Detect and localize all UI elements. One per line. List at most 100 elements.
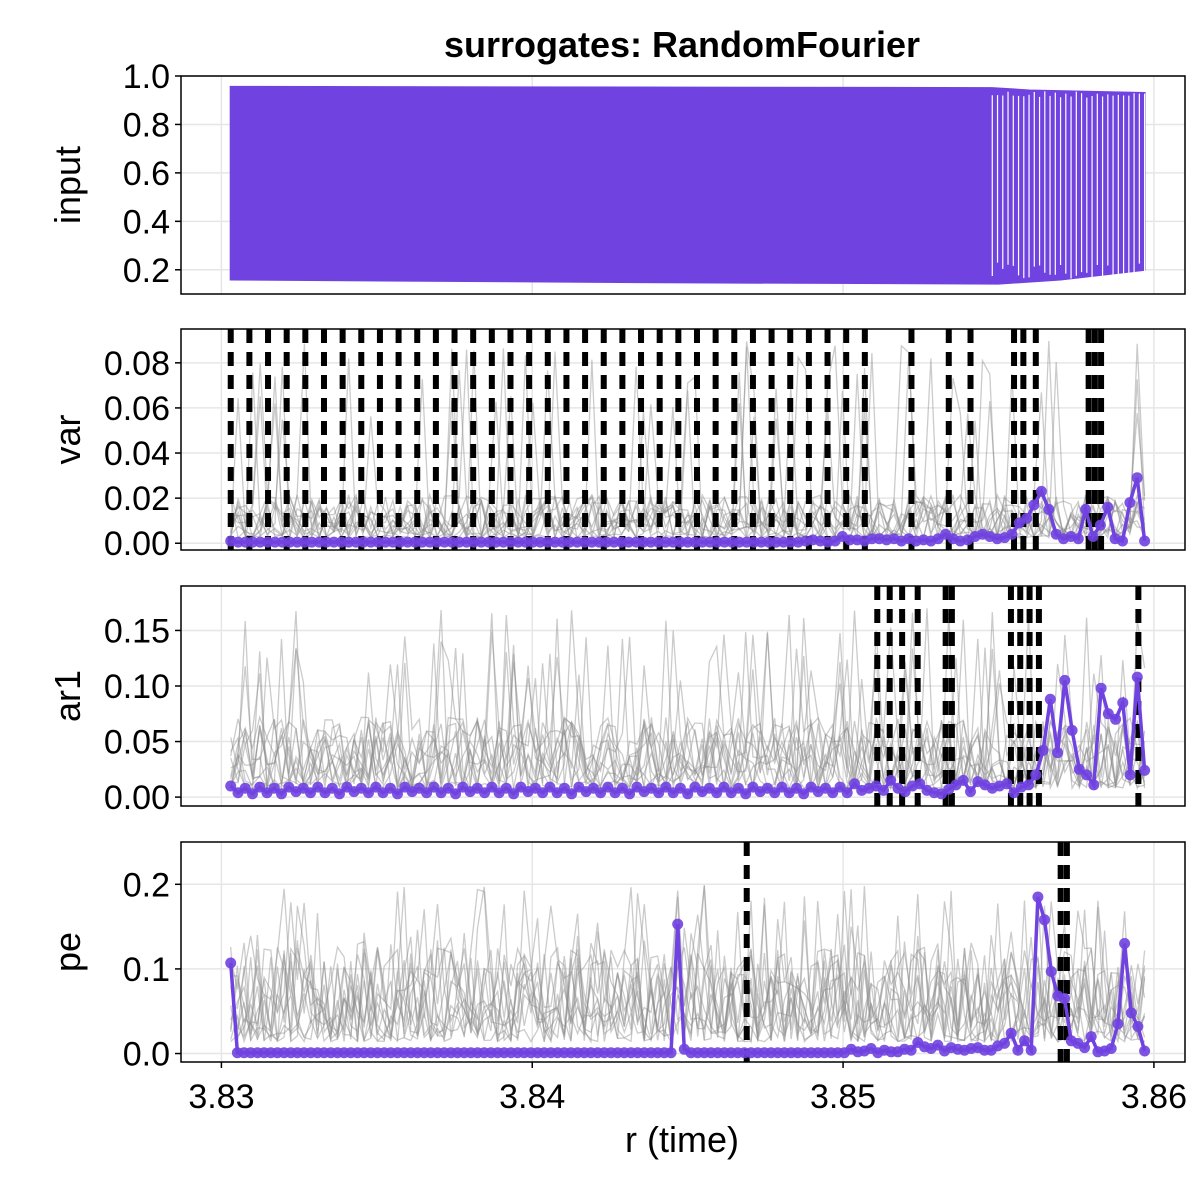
data-point	[1006, 528, 1018, 540]
data-point	[1001, 778, 1013, 790]
plot-area-var	[225, 329, 1151, 550]
y-axis-label-var: var	[47, 414, 88, 464]
y-axis-label-pe: pe	[47, 932, 88, 972]
y-tick-label: 0.15	[104, 612, 170, 650]
y-tick-label: 0.00	[104, 779, 170, 817]
data-point	[276, 788, 287, 800]
surrogate-trace	[230, 888, 1146, 1043]
x-axis-label: r (time)	[625, 1119, 739, 1160]
surrogate-trace	[230, 617, 1146, 791]
y-tick-label: 0.00	[104, 525, 170, 563]
y-tick-label: 0.02	[104, 480, 170, 518]
data-point	[1035, 485, 1047, 497]
data-point	[624, 788, 636, 800]
surrogate-trace	[230, 888, 1146, 1044]
chart-title: surrogates: RandomFourier	[444, 24, 920, 65]
surrogate-trace	[230, 618, 1146, 790]
surrogate-trace	[230, 610, 1146, 791]
x-tick-label: 3.86	[1121, 1078, 1187, 1116]
data-point	[1110, 713, 1122, 725]
data-point	[1131, 671, 1143, 683]
surrogate-trace	[230, 890, 1145, 1043]
data-point	[334, 788, 345, 800]
y-tick-label: 0.0	[123, 1036, 170, 1074]
data-point	[878, 784, 889, 796]
data-point	[1087, 531, 1099, 542]
panel-input: 0.2 0.4 0.6 0.8 1.0 input	[47, 58, 1186, 295]
y-tick-label: 0.05	[104, 724, 170, 762]
data-point	[798, 788, 810, 800]
panel-frame	[180, 75, 1186, 295]
data-point	[1105, 1043, 1117, 1054]
plot-area-pe	[225, 842, 1151, 1062]
x-tick-label: 3.85	[810, 1078, 876, 1116]
data-point	[1139, 535, 1151, 547]
data-point	[999, 1037, 1010, 1049]
surrogate-trace	[230, 633, 1146, 790]
panel-var: 0.00 0.02 0.04 0.06 0.08 var	[47, 328, 1186, 563]
data-point	[1088, 779, 1100, 791]
surrogate-trace	[230, 613, 1146, 791]
data-point	[247, 788, 258, 800]
data-point	[1043, 503, 1055, 515]
data-point	[841, 787, 853, 799]
y-tick-label: 0.2	[123, 252, 170, 290]
data-point	[1023, 779, 1034, 791]
data-point	[1124, 497, 1136, 509]
data-point	[1139, 1045, 1151, 1057]
surrogate-trace	[230, 347, 1145, 540]
data-point	[566, 788, 578, 800]
data-point	[849, 778, 860, 790]
data-point	[1132, 1021, 1144, 1032]
surrogate-trace	[230, 905, 1146, 1042]
data-point	[740, 788, 752, 800]
y-tick-label: 0.4	[123, 203, 170, 241]
y-tick-label: 0.2	[123, 866, 170, 904]
data-point	[1124, 769, 1136, 781]
surrogate-trace	[230, 345, 1146, 540]
data-point	[225, 780, 237, 792]
data-point	[1037, 744, 1049, 756]
data-point	[1079, 1042, 1091, 1054]
data-point	[1095, 682, 1107, 694]
data-point	[1119, 938, 1131, 949]
surrogate-trace	[230, 610, 1146, 790]
surrogate-trace	[230, 343, 1146, 540]
data-point	[1012, 1044, 1024, 1056]
data-point	[1059, 993, 1070, 1004]
y-tick-label: 0.10	[104, 668, 170, 706]
data-point	[1059, 674, 1071, 686]
panel-pe: 0.0 0.1 0.2 pe	[47, 841, 1186, 1074]
data-point	[885, 774, 897, 786]
data-point	[1080, 503, 1092, 515]
data-point	[225, 957, 237, 969]
surrogate-trace	[230, 358, 1146, 540]
data-point	[1066, 724, 1078, 736]
data-point	[1125, 1007, 1137, 1019]
data-point	[1085, 1031, 1097, 1043]
surrogate-trace	[230, 889, 1146, 1044]
data-point	[1139, 764, 1151, 776]
surrogate-trace	[230, 630, 1145, 790]
y-axis-label-input: input	[47, 146, 88, 224]
panel-frame	[180, 841, 1186, 1063]
panel-ar1: 0.00 0.05 0.10 0.15 ar1	[47, 585, 1186, 817]
surrogate-trace	[230, 887, 1146, 1044]
surrogate-trace	[230, 361, 1146, 540]
data-point	[905, 1044, 917, 1056]
surrogate-trace	[230, 343, 1146, 540]
surrogate-trace	[230, 370, 1146, 540]
y-tick-label: 0.1	[123, 951, 170, 989]
data-point	[1081, 769, 1093, 781]
y-tick-label: 1.0	[123, 58, 170, 96]
y-axis-label-ar1: ar1	[47, 670, 88, 722]
surrogate-trace	[230, 612, 1145, 791]
data-point	[1028, 499, 1040, 511]
data-point	[450, 788, 462, 800]
data-point	[1005, 1027, 1017, 1039]
surrogate-trace	[230, 344, 1146, 539]
surrogate-trace	[230, 608, 1146, 791]
surrogate-trace	[230, 890, 1146, 1044]
panel-frame	[180, 585, 1186, 807]
surrogate-trace	[230, 632, 1146, 790]
